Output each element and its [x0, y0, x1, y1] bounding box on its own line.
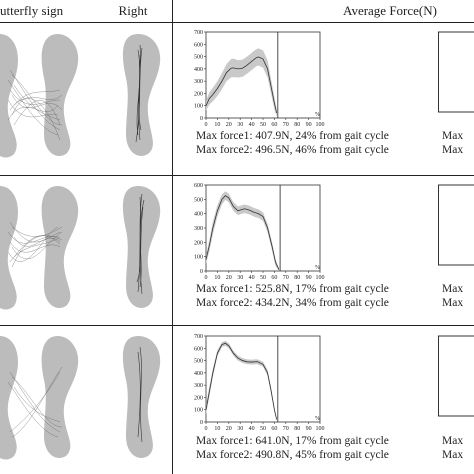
max-force-1-caption: Max force1: 407.9N, 24% from gait cycle [196, 130, 389, 142]
x-tick-label: 100 [316, 122, 325, 128]
mean-force-line [205, 195, 280, 270]
x-tick-label: 40 [249, 426, 255, 432]
y-tick-label: 200 [194, 395, 203, 401]
y-tick-label: 500 [194, 197, 203, 203]
x-tick-label: 10 [214, 122, 220, 128]
x-tick-label: 60 [271, 122, 277, 128]
x-tick-label: 100 [316, 275, 325, 281]
partial-caption: Max [442, 449, 464, 461]
x-tick-label: 20 [226, 122, 232, 128]
x-tick-label: 70 [283, 426, 289, 432]
x-tick-label: 90 [306, 122, 312, 128]
max-force-1-caption: Max force1: 525.8N, 17% from gait cycle [196, 283, 389, 295]
x-tick-label: 20 [226, 275, 232, 281]
y-tick-label: 300 [194, 383, 203, 389]
x-tick-label: 30 [237, 122, 243, 128]
x-tick-label: 30 [237, 275, 243, 281]
y-tick-label: 200 [194, 240, 203, 246]
max-force-1-caption: Max force1: 641.0N, 17% from gait cycle [196, 435, 389, 447]
x-axis-unit-label: % [315, 265, 320, 271]
y-tick-label: 400 [194, 67, 203, 73]
right-foot-plot-3 [122, 335, 161, 458]
y-tick-label: 700 [194, 334, 203, 340]
y-tick-label: 100 [194, 104, 203, 110]
y-tick-label: 300 [194, 79, 203, 85]
force-chart-1: 0 100 200 300 400 500 600 700 0 10 20 30 40 50 60 70 80 9… [194, 30, 325, 128]
x-axis-unit-label: % [315, 416, 320, 422]
partial-chart-frame-2 [438, 184, 474, 266]
row-divider-line [0, 325, 474, 326]
max-force-2-caption: Max force2: 496.5N, 46% from gait cycle [196, 144, 389, 156]
partial-caption: Max [442, 144, 464, 156]
right-foot-plot-2 [122, 185, 161, 308]
y-tick-label: 0 [200, 116, 203, 122]
butterfly-sign-header: utterfly sign [0, 3, 64, 18]
x-tick-label: 90 [306, 275, 312, 281]
partial-chart-frame-3 [438, 335, 474, 417]
x-tick-label: 20 [226, 426, 232, 432]
plot-frame [205, 335, 321, 423]
x-tick-label: 10 [214, 275, 220, 281]
sd-band [206, 48, 277, 117]
y-tick-label: 300 [194, 226, 203, 232]
butterfly-sign-plot-1 [0, 33, 79, 158]
y-tick-label: 600 [194, 183, 203, 189]
butterfly-sign-plot-3 [0, 335, 79, 460]
x-tick-label: 60 [271, 275, 277, 281]
y-tick-label: 600 [194, 42, 203, 48]
y-tick-label: 200 [194, 91, 203, 97]
y-tick-label: 600 [194, 346, 203, 352]
x-tick-label: 100 [316, 426, 325, 432]
y-tick-label: 500 [194, 359, 203, 365]
y-tick-label: 100 [194, 408, 203, 414]
partial-caption: Max [442, 130, 464, 142]
partial-chart-frame-1 [438, 31, 474, 113]
partial-caption: Max [442, 435, 464, 447]
x-tick-label: 70 [283, 122, 289, 128]
partial-caption: Max [442, 283, 464, 295]
x-tick-label: 80 [294, 122, 300, 128]
x-tick-label: 0 [205, 275, 208, 281]
column-divider-line [172, 0, 173, 474]
x-tick-label: 40 [249, 275, 255, 281]
mean-force-line [205, 342, 278, 420]
x-tick-label: 70 [283, 275, 289, 281]
x-tick-label: 50 [260, 426, 266, 432]
x-tick-label: 90 [306, 426, 312, 432]
y-tick-label: 500 [194, 55, 203, 61]
right-foot-plot-1 [122, 33, 161, 156]
x-tick-label: 80 [294, 275, 300, 281]
header-divider-line [0, 22, 474, 23]
x-tick-label: 60 [271, 426, 277, 432]
x-tick-label: 10 [214, 426, 220, 432]
partial-caption: Max [442, 297, 464, 309]
x-tick-label: 40 [249, 122, 255, 128]
y-tick-label: 700 [194, 30, 203, 36]
sd-band [206, 191, 279, 271]
x-tick-label: 50 [260, 122, 266, 128]
mean-force-line [205, 56, 278, 114]
force-chart-2: 0 100 200 300 400 500 600 0 10 20 30 40 50 60 70 80 90 10… [194, 183, 325, 281]
x-tick-label: 30 [237, 426, 243, 432]
sd-band [206, 340, 277, 421]
max-force-2-caption: Max force2: 434.2N, 34% from gait cycle [196, 297, 389, 309]
force-chart-3: 0 100 200 300 400 500 600 700 0 10 20 30 40 50 60 70 80 9… [194, 334, 325, 432]
average-force-header: Average Force(N) [343, 3, 437, 18]
butterfly-sign-plot-2 [0, 185, 79, 310]
row-divider-line [0, 175, 474, 176]
x-tick-label: 0 [205, 122, 208, 128]
x-tick-label: 80 [294, 426, 300, 432]
y-tick-label: 100 [194, 255, 203, 261]
x-tick-label: 50 [260, 275, 266, 281]
y-tick-label: 0 [200, 420, 203, 426]
y-tick-label: 0 [200, 269, 203, 275]
x-tick-label: 0 [205, 426, 208, 432]
right-foot-header: Right [118, 3, 148, 18]
y-tick-label: 400 [194, 212, 203, 218]
y-tick-label: 400 [194, 371, 203, 377]
x-axis-unit-label: % [315, 112, 320, 118]
max-force-2-caption: Max force2: 490.8N, 45% from gait cycle [196, 449, 389, 461]
